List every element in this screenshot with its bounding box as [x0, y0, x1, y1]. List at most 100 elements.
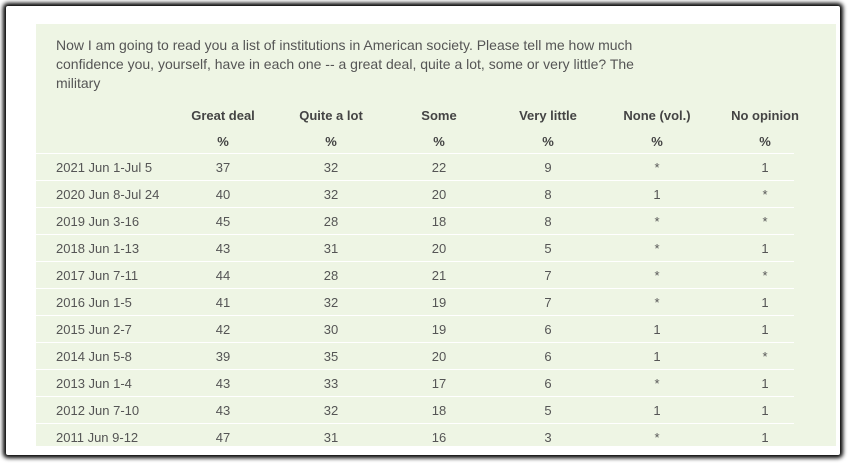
- cell-value: 9: [544, 160, 552, 175]
- cell-value: 43: [215, 376, 231, 391]
- row-rule: [36, 423, 794, 424]
- cell-value: 1: [653, 187, 661, 202]
- cell-value: *: [762, 214, 768, 229]
- cell-value: 28: [323, 214, 339, 229]
- panel: Now I am going to read you a list of ins…: [36, 24, 836, 446]
- unit-label: %: [217, 134, 229, 149]
- cell-value: 1: [761, 322, 769, 337]
- cell-value: 33: [323, 376, 339, 391]
- cell-value: 16: [431, 430, 447, 445]
- cell-value: 30: [323, 322, 339, 337]
- cell-value: 32: [323, 160, 339, 175]
- cell-value: *: [654, 241, 660, 256]
- row-label: 2020 Jun 8-Jul 24: [56, 187, 160, 202]
- cell-value: *: [654, 268, 660, 283]
- column-header: No opinion: [731, 108, 799, 123]
- column-header: Very little: [519, 108, 577, 123]
- cell-value: 1: [761, 295, 769, 310]
- row-rule: [36, 396, 794, 397]
- cell-value: 5: [544, 241, 552, 256]
- cell-value: 37: [215, 160, 231, 175]
- cell-value: *: [762, 268, 768, 283]
- row-rule: [36, 180, 794, 181]
- cell-value: 1: [653, 349, 661, 364]
- row-label: 2019 Jun 3-16: [56, 214, 140, 229]
- cell-value: 5: [544, 403, 552, 418]
- cell-value: 6: [544, 349, 552, 364]
- cell-value: 31: [323, 430, 339, 445]
- cell-value: *: [654, 160, 660, 175]
- row-rule: [36, 261, 794, 262]
- cell-value: 1: [761, 430, 769, 445]
- row-label: 2012 Jun 7-10: [56, 403, 140, 418]
- row-rule: [36, 207, 794, 208]
- cell-value: 20: [431, 349, 447, 364]
- cell-value: 21: [431, 268, 447, 283]
- row-rule: [36, 315, 794, 316]
- cell-value: 42: [215, 322, 231, 337]
- cell-value: 39: [215, 349, 231, 364]
- cell-value: 20: [431, 241, 447, 256]
- frame: Now I am going to read you a list of ins…: [6, 6, 840, 455]
- unit-label: %: [651, 134, 663, 149]
- cell-value: 18: [431, 403, 447, 418]
- cell-value: *: [654, 430, 660, 445]
- cell-value: *: [654, 295, 660, 310]
- cell-value: *: [762, 349, 768, 364]
- cell-value: 8: [544, 214, 552, 229]
- cell-value: 17: [431, 376, 447, 391]
- cell-value: 32: [323, 403, 339, 418]
- row-rule: [36, 342, 794, 343]
- cell-value: 18: [431, 214, 447, 229]
- cell-value: 43: [215, 241, 231, 256]
- cell-value: 3: [544, 430, 552, 445]
- column-header: Some: [421, 108, 457, 123]
- row-rule: [36, 153, 794, 154]
- cell-value: 19: [431, 295, 447, 310]
- cell-value: *: [654, 214, 660, 229]
- cell-value: 7: [544, 295, 552, 310]
- row-rule: [36, 234, 794, 235]
- cell-value: 22: [431, 160, 447, 175]
- cell-value: 1: [761, 241, 769, 256]
- cell-value: 40: [215, 187, 231, 202]
- cell-value: 44: [215, 268, 231, 283]
- cell-value: 6: [544, 322, 552, 337]
- cell-value: 31: [323, 241, 339, 256]
- row-label: 2014 Jun 5-8: [56, 349, 132, 364]
- cell-value: 19: [431, 322, 447, 337]
- row-label: 2017 Jun 7-11: [56, 268, 139, 283]
- cell-value: 35: [323, 349, 339, 364]
- row-label: 2021 Jun 1-Jul 5: [56, 160, 153, 175]
- cell-value: 7: [544, 268, 552, 283]
- cell-value: 45: [215, 214, 231, 229]
- cell-value: 1: [653, 403, 661, 418]
- cell-value: 8: [544, 187, 552, 202]
- row-label: 2016 Jun 1-5: [56, 295, 132, 310]
- cell-value: 1: [653, 322, 661, 337]
- question: Now I am going to read you a list of ins…: [56, 37, 634, 91]
- cell-value: 1: [761, 376, 769, 391]
- unit-label: %: [542, 134, 554, 149]
- column-header: Great deal: [191, 108, 255, 123]
- row-label: 2011 Jun 9-12: [56, 430, 139, 445]
- unit-label: %: [759, 134, 771, 149]
- cell-value: 1: [761, 160, 769, 175]
- column-header: None (vol.): [623, 108, 691, 123]
- cell-value: 43: [215, 403, 231, 418]
- cell-value: *: [654, 376, 660, 391]
- cell-value: *: [762, 187, 768, 202]
- unit-label: %: [325, 134, 337, 149]
- cell-value: 41: [215, 295, 231, 310]
- cell-value: 28: [323, 268, 339, 283]
- cell-value: 6: [544, 376, 552, 391]
- cell-value: 47: [215, 430, 231, 445]
- unit-label: %: [433, 134, 445, 149]
- row-rule: [36, 288, 794, 289]
- cell-value: 32: [323, 295, 339, 310]
- cell-value: 20: [431, 187, 447, 202]
- cell-value: 1: [761, 403, 769, 418]
- cell-value: 32: [323, 187, 339, 202]
- row-label: 2013 Jun 1-4: [56, 376, 132, 391]
- row-label: 2018 Jun 1-13: [56, 241, 140, 256]
